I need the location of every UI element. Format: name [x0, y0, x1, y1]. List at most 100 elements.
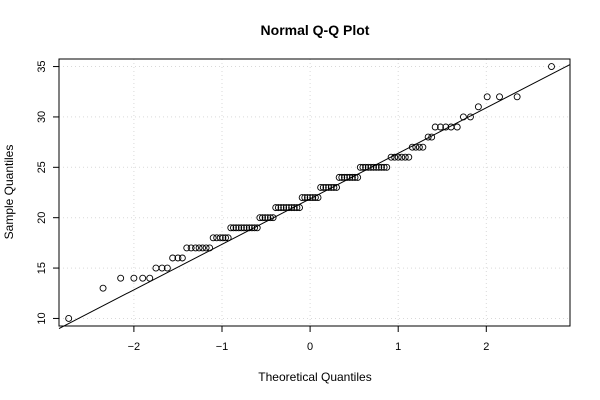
- data-point-50: [293, 204, 301, 212]
- data-point-80: [372, 163, 380, 171]
- data-point-93: [415, 143, 423, 151]
- data-point-71: [348, 173, 356, 181]
- data-point-41: [269, 214, 277, 222]
- data-point-12: [183, 244, 191, 252]
- data-point-69: [343, 173, 351, 181]
- data-point-97: [431, 123, 439, 131]
- data-point-61: [322, 184, 330, 191]
- data-point-57: [311, 194, 319, 201]
- data-point-63: [327, 184, 335, 191]
- data-point-31: [243, 224, 251, 232]
- data-point-108: [548, 63, 555, 71]
- y-tick-label-0: 10: [36, 312, 48, 324]
- x-tick-label-1: −1: [216, 341, 229, 353]
- data-point-91: [408, 143, 416, 151]
- data-point-67: [338, 173, 346, 181]
- data-point-5: [146, 274, 154, 282]
- data-point-16: [199, 244, 207, 252]
- data-point-0: [65, 314, 73, 322]
- data-point-7: [158, 264, 166, 272]
- data-point-23: [222, 234, 229, 242]
- data-point-107: [513, 93, 521, 101]
- data-point-62: [325, 184, 333, 191]
- data-point-46: [282, 204, 290, 212]
- data-point-52: [298, 194, 306, 201]
- data-point-92: [412, 143, 420, 151]
- y-tick-label-1: 15: [36, 262, 48, 274]
- data-point-101: [453, 123, 461, 131]
- data-point-10: [174, 254, 182, 262]
- data-point-81: [375, 163, 383, 171]
- data-point-27: [232, 224, 240, 232]
- data-point-68: [341, 173, 348, 181]
- data-point-58: [314, 194, 322, 201]
- data-point-73: [354, 173, 362, 181]
- data-point-4: [139, 274, 147, 282]
- y-tick-label-5: 35: [36, 60, 48, 72]
- data-point-26: [229, 224, 237, 232]
- data-point-38: [261, 214, 269, 222]
- data-point-64: [330, 184, 338, 191]
- x-tick-label-3: 1: [395, 341, 401, 353]
- x-axis-ticks: −2 −1 0 1 2: [128, 326, 489, 353]
- plot-frame: [58, 58, 571, 327]
- data-point-105: [483, 93, 491, 101]
- data-point-32: [245, 224, 253, 232]
- data-point-19: [209, 234, 217, 242]
- data-point-55: [306, 194, 314, 201]
- data-point-3: [130, 274, 138, 282]
- data-point-17: [202, 244, 210, 252]
- data-point-106: [496, 93, 503, 101]
- data-point-11: [178, 254, 186, 262]
- data-point-82: [378, 163, 385, 171]
- data-point-84: [383, 163, 391, 171]
- data-point-99: [442, 123, 450, 131]
- data-point-51: [296, 204, 303, 212]
- data-point-74: [356, 163, 364, 171]
- data-point-21: [216, 234, 224, 242]
- data-point-37: [259, 214, 266, 222]
- data-point-72: [351, 173, 359, 181]
- data-point-78: [367, 163, 375, 171]
- data-point-104: [474, 103, 482, 111]
- data-point-30: [240, 224, 248, 232]
- data-point-15: [195, 244, 203, 252]
- y-tick-label-4: 30: [36, 111, 48, 123]
- data-point-40: [266, 214, 274, 222]
- data-point-75: [359, 163, 367, 171]
- data-point-20: [213, 234, 221, 242]
- data-point-76: [362, 163, 370, 171]
- data-point-90: [405, 153, 413, 161]
- data-point-94: [419, 143, 427, 151]
- x-tick-label-2: 0: [307, 341, 313, 353]
- data-point-79: [370, 163, 377, 171]
- data-point-44: [277, 204, 285, 212]
- chart-title: Normal Q-Q Plot: [261, 22, 370, 38]
- data-point-70: [346, 173, 354, 181]
- data-point-33: [248, 224, 256, 232]
- data-point-87: [394, 153, 402, 161]
- data-point-39: [264, 214, 272, 222]
- data-point-14: [192, 244, 200, 252]
- data-point-86: [391, 153, 399, 161]
- data-point-103: [466, 113, 474, 121]
- data-point-45: [280, 204, 288, 212]
- data-point-96: [428, 133, 436, 141]
- data-point-43: [274, 204, 282, 212]
- data-point-49: [290, 204, 298, 212]
- y-tick-label-3: 25: [36, 161, 48, 173]
- data-point-18: [206, 244, 214, 252]
- grid-layer: [59, 59, 570, 326]
- data-point-89: [401, 153, 409, 161]
- data-point-77: [364, 163, 372, 171]
- data-point-88: [398, 153, 406, 161]
- data-point-48: [288, 204, 296, 212]
- data-point-8: [163, 264, 171, 272]
- data-point-56: [309, 194, 317, 201]
- reference-line: [58, 64, 571, 329]
- data-point-24: [224, 234, 232, 242]
- data-point-35: [253, 224, 261, 232]
- data-point-60: [319, 184, 327, 191]
- data-point-36: [256, 214, 264, 222]
